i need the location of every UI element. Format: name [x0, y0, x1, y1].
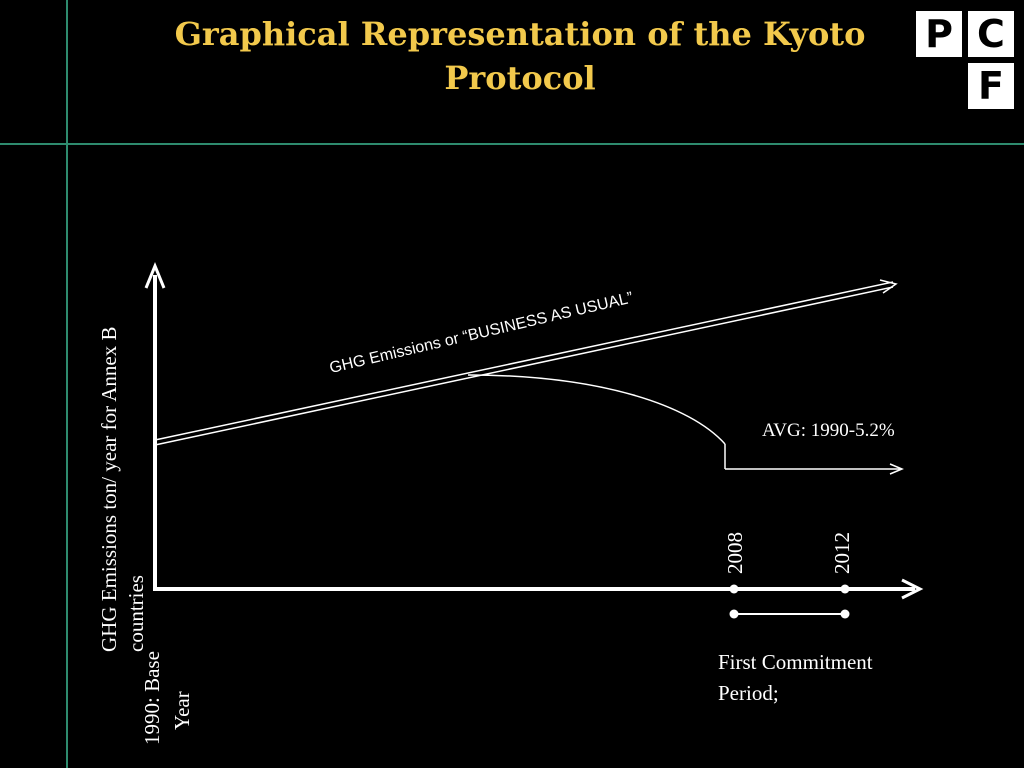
bau-line-upper — [154, 281, 894, 441]
commitment-period-label-line1: First Commitment — [718, 650, 873, 674]
target-label: AVG: 1990-5.2% — [762, 420, 895, 441]
reduction-curve — [467, 374, 726, 445]
year-2008-label: 2008 — [723, 532, 747, 574]
pcf-logo: P C F — [916, 11, 1016, 109]
commitment-end-dot — [840, 609, 850, 619]
base-year-label-line1: 1990: Base — [140, 651, 164, 745]
commitment-period-label-line2: Period; — [718, 681, 779, 705]
year-2012-marker — [840, 584, 850, 594]
y-axis-label-line2: countries — [124, 575, 148, 652]
frame-vertical-line — [66, 0, 68, 768]
bau-line-lower — [154, 286, 894, 446]
page-title: Graphical Representation of the Kyoto Pr… — [174, 15, 866, 97]
y-axis-arrowhead — [144, 262, 166, 289]
logo-letter-p: P — [916, 11, 962, 57]
y-axis-label-line1: GHG Emissions ton/ year for Annex B — [97, 326, 121, 652]
commitment-start-dot — [729, 609, 739, 619]
year-2008-marker — [729, 584, 739, 594]
target-arrowhead — [889, 463, 904, 475]
logo-letter-c: C — [968, 11, 1014, 57]
logo-letter-f: F — [968, 63, 1014, 109]
frame-horizontal-line — [0, 143, 1024, 145]
base-year-label-line2: Year — [170, 691, 194, 730]
bau-arrowhead — [879, 279, 898, 294]
x-axis-arrowhead — [901, 578, 924, 600]
year-2012-label: 2012 — [830, 532, 854, 574]
